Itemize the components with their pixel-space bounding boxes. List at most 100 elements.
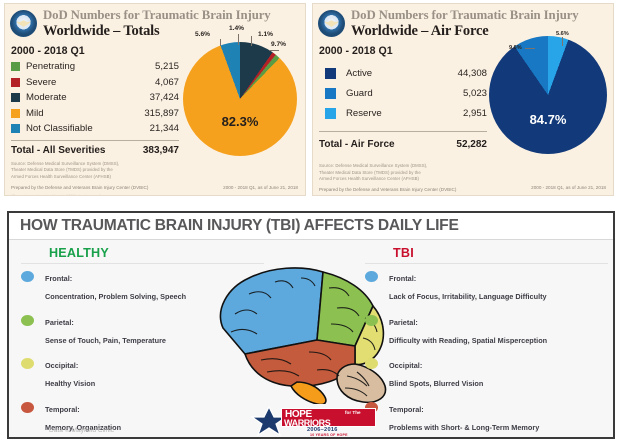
region-dot-frontal-icon: [365, 271, 378, 282]
healthy-divider: [21, 263, 264, 264]
list-item: Occipital: Healthy Vision: [21, 355, 264, 391]
legend-divider: [319, 131, 487, 133]
legend-swatch-mild: [11, 108, 20, 118]
region-dot-temporal-icon: [365, 401, 378, 413]
healthy-column: HEALTHY Frontal: Concentration, Problem …: [21, 246, 264, 437]
panel-worldwide-air-force: DoD Numbers for Traumatic Brain Injury W…: [312, 3, 614, 196]
callout-leader-line: [238, 34, 239, 45]
region-name: Parietal:: [45, 317, 74, 327]
source-line-1: Source: Defense Medical Surveillance Sys…: [319, 163, 428, 169]
legend-value: 37,424: [149, 92, 179, 104]
legend-swatch-reserve: [325, 107, 336, 119]
tbi-panel-body: HEALTHY Frontal: Concentration, Problem …: [9, 240, 613, 437]
region-desc: Sense of Touch, Pain, Temperature: [45, 335, 166, 345]
tbi-panel-title: HOW TRAUMATIC BRAIN INJURY (TBI) AFFECTS…: [9, 213, 613, 240]
as-of-caption: 2000 - 2018 Q1, as of June 21, 2018: [531, 185, 606, 190]
legend-value: 44,308: [457, 67, 487, 79]
legend-row: Severe 4,067: [11, 75, 179, 91]
total-value: 383,947: [142, 144, 179, 156]
region-dot-temporal-icon: [21, 401, 34, 413]
source-line-1: Source: Defense Medical Surveillance Sys…: [11, 160, 120, 166]
item-text: Temporal: Memory, Organization: [45, 399, 121, 435]
legend-label: Active: [346, 67, 373, 79]
list-item: Temporal: Memory, Organization: [21, 399, 264, 435]
legend-label: Mild: [26, 107, 44, 119]
tbi-divider: [365, 263, 608, 264]
list-item: Occipital: Blind Spots, Blurred Vision: [365, 355, 608, 391]
logo-word-hope: HOPE: [285, 409, 312, 420]
pie-callout-9-7: 9.7%: [271, 41, 287, 48]
source-block: Source: Defense Medical Surveillance Sys…: [11, 160, 201, 195]
legend-row: Not Classifiable 21,344: [11, 121, 179, 137]
list-item: Parietal: Sense of Touch, Pain, Temperat…: [21, 312, 264, 348]
panel-header: DoD Numbers for Traumatic Brain Injury W…: [5, 4, 305, 40]
pie-graphic: [183, 42, 297, 156]
total-label: Total - Air Force: [319, 139, 395, 151]
region-name: Occipital:: [389, 361, 423, 370]
legend-value: 5,215: [154, 61, 179, 73]
dod-seal-icon: [10, 10, 37, 37]
data-credit: Data © Mayfield Clinic: [49, 427, 114, 434]
panel-title-group: DoD Numbers for Traumatic Brain Injury W…: [43, 8, 271, 40]
callout-leader-line: [562, 37, 563, 46]
legend-value: 4,067: [154, 76, 179, 88]
logo-word-warriors: WARRIORS: [284, 417, 331, 428]
region-name: Frontal:: [389, 274, 417, 283]
region-name: Parietal:: [389, 317, 418, 327]
legend-value: 2,951: [462, 107, 487, 119]
dod-stat-panels: DoD Numbers for Traumatic Brain Injury W…: [0, 0, 622, 196]
region-dot-parietal-icon: [21, 314, 34, 326]
legend-label: Severe: [26, 76, 57, 88]
legend-row: Guard 5,023: [319, 83, 487, 103]
region-desc: Problems with Short- & Long-Term Memory: [389, 422, 540, 432]
date-range-label: 2000 - 2018 Q1: [319, 45, 393, 58]
legend-row: Active 44,308: [319, 63, 487, 83]
as-of-caption: 2000 - 2018 Q1, as of June 21, 2018: [223, 185, 298, 190]
legend-swatch-severe: [11, 77, 20, 87]
item-text: Parietal: Sense of Touch, Pain, Temperat…: [45, 312, 166, 348]
legend-label: Guard: [346, 87, 373, 99]
item-text: Frontal: Concentration, Problem Solving,…: [45, 268, 186, 304]
region-desc: Lack of Focus, Irritability, Language Di…: [389, 292, 547, 301]
source-line-2: Theater Medical Data Store (TMDS) provid…: [319, 169, 421, 175]
panel-worldwide-totals: DoD Numbers for Traumatic Brain Injury W…: [4, 3, 306, 196]
pie-graphic: [489, 36, 607, 154]
region-dot-occipital-icon: [365, 358, 378, 369]
pie-callout-9-6: 9.6%: [509, 45, 522, 51]
totals-pie-chart: 82.3%: [183, 42, 297, 156]
region-desc: Difficulty with Reading, Spatial Misperc…: [389, 335, 548, 345]
list-item: Frontal: Lack of Focus, Irritability, La…: [365, 268, 608, 304]
healthy-heading: HEALTHY: [49, 246, 109, 260]
region-dot-occipital-icon: [21, 358, 34, 369]
prepared-by-line: Prepared by the Defense and Veterans Bra…: [11, 184, 149, 190]
legend-swatch-guard: [325, 87, 336, 99]
list-item: Temporal: Problems with Short- & Long-Te…: [365, 399, 608, 435]
panel-title-secondary: Worldwide – Air Force: [351, 23, 489, 40]
panel-title-secondary: Worldwide – Totals: [43, 23, 160, 40]
legend-row: Mild 315,897: [11, 106, 179, 122]
region-desc: Healthy Vision: [45, 379, 96, 388]
callout-leader-line: [269, 50, 279, 51]
legend-value: 5,023: [462, 87, 487, 99]
total-row: Total - All Severities 383,947: [11, 145, 179, 156]
panel-title-primary: DoD Numbers for Traumatic Brain Injury: [351, 8, 579, 22]
panel-title-primary: DoD Numbers for Traumatic Brain Injury: [43, 8, 271, 22]
list-item: Parietal: Difficulty with Reading, Spati…: [365, 312, 608, 348]
list-item: Frontal: Concentration, Problem Solving,…: [21, 268, 264, 304]
region-name: Frontal:: [45, 274, 73, 283]
legend-value: 21,344: [149, 123, 179, 135]
legend-label: Not Classifiable: [26, 123, 93, 135]
logo-band: [281, 408, 376, 427]
legend-swatch-active: [325, 67, 336, 79]
tbi-heading: TBI: [393, 246, 414, 260]
callout-leader-line: [525, 48, 535, 49]
airforce-pie-chart: 84.7%: [489, 36, 607, 154]
region-desc: Concentration, Problem Solving, Speech: [45, 292, 187, 301]
region-name: Temporal:: [389, 404, 424, 414]
region-dot-parietal-icon: [365, 314, 378, 326]
item-text: Temporal: Problems with Short- & Long-Te…: [389, 399, 539, 435]
region-desc: Memory, Organization: [45, 422, 122, 432]
region-dot-frontal-icon: [21, 271, 34, 282]
logo-tagline: 10 YEARS OF HOPE: [310, 432, 348, 437]
